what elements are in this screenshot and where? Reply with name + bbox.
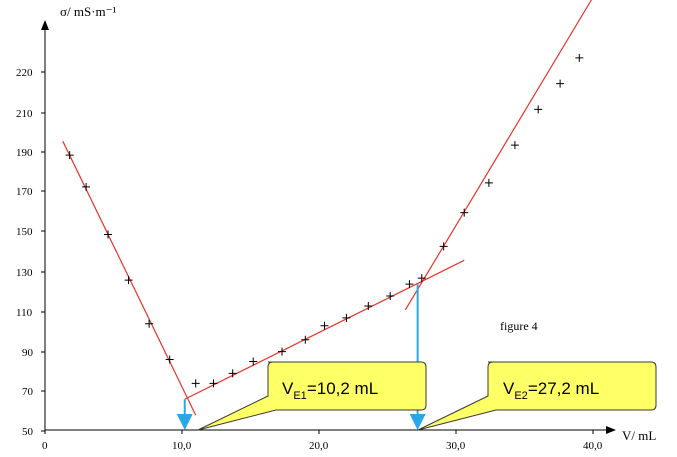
data-point <box>145 319 154 328</box>
x-ticks: 0 10,0 20,0 30,0 40,0 <box>42 430 603 452</box>
data-point <box>484 178 493 187</box>
data-point <box>417 274 426 283</box>
x-tick-label: 10,0 <box>172 440 192 452</box>
x-tick-label: 0 <box>42 440 48 452</box>
y-tick-label: 70 <box>22 386 34 398</box>
y-tick-label: 90 <box>22 347 34 359</box>
data-point <box>575 53 584 62</box>
y-tick-label: 170 <box>16 186 33 198</box>
data-point <box>104 230 113 239</box>
data-point <box>301 335 310 344</box>
x-axis-arrow <box>606 426 616 434</box>
data-point <box>209 379 218 388</box>
y-tick-label: 190 <box>16 147 33 159</box>
y-tick-label: 130 <box>16 267 33 279</box>
data-point <box>228 369 237 378</box>
data-point <box>386 292 395 301</box>
x-tick-label: 20,0 <box>309 440 329 452</box>
data-point <box>364 301 373 310</box>
data-points <box>65 53 584 388</box>
callout-e2: VE2=27,2 mL <box>417 361 657 431</box>
y-axis-label: σ/ mS·m⁻¹ <box>60 4 117 19</box>
fit-line-3 <box>404 0 592 311</box>
callout-e2-text: VE2=27,2 mL <box>503 379 599 402</box>
data-point <box>165 355 174 364</box>
callout-e1-shape <box>197 361 427 431</box>
callout-e1: VE1=10,2 mL <box>197 361 427 431</box>
y-tick-label: 110 <box>16 307 33 319</box>
data-point <box>534 105 543 114</box>
y-tick-label: 150 <box>16 226 33 238</box>
x-tick-label: 40,0 <box>583 440 603 452</box>
y-tick-label: 220 <box>16 67 33 79</box>
x-tick-label: 30,0 <box>446 440 466 452</box>
data-point <box>191 379 200 388</box>
data-point <box>510 141 519 150</box>
data-point <box>320 321 329 330</box>
data-point <box>439 242 448 251</box>
data-point <box>249 357 258 366</box>
data-point <box>556 79 565 88</box>
data-point <box>342 313 351 322</box>
data-point <box>82 182 91 191</box>
y-tick-label: 50 <box>22 426 34 438</box>
data-point <box>405 280 414 289</box>
callout-e2-shape <box>417 361 657 431</box>
data-point <box>460 208 469 217</box>
fit-line-1 <box>62 140 197 416</box>
figure-label: figure 4 <box>500 319 538 333</box>
callout-e1-text: VE1=10,2 mL <box>282 379 378 402</box>
data-point <box>124 276 133 285</box>
data-point <box>278 347 287 356</box>
y-ticks: 50 70 90 110 130 150 170 190 210 220 <box>16 67 45 438</box>
y-tick-label: 210 <box>16 108 33 120</box>
x-axis-label: V/ mL <box>622 428 656 443</box>
data-point <box>65 151 74 160</box>
fit-lines <box>62 0 592 416</box>
y-axis-arrow <box>41 20 49 30</box>
